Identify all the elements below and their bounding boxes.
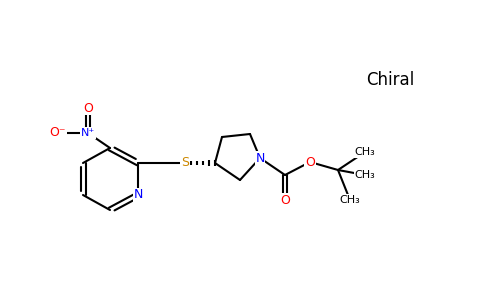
Text: N: N	[133, 188, 143, 202]
Text: CH₃: CH₃	[340, 195, 361, 205]
Text: O⁻: O⁻	[50, 127, 66, 140]
Text: S: S	[181, 157, 189, 169]
Text: N⁺: N⁺	[81, 128, 95, 138]
Text: O: O	[83, 101, 93, 115]
Text: Chiral: Chiral	[366, 71, 414, 89]
Text: O: O	[280, 194, 290, 206]
Text: CH₃: CH₃	[355, 147, 376, 157]
Text: N: N	[256, 152, 265, 164]
Text: CH₃: CH₃	[355, 170, 376, 180]
Text: O: O	[305, 155, 315, 169]
